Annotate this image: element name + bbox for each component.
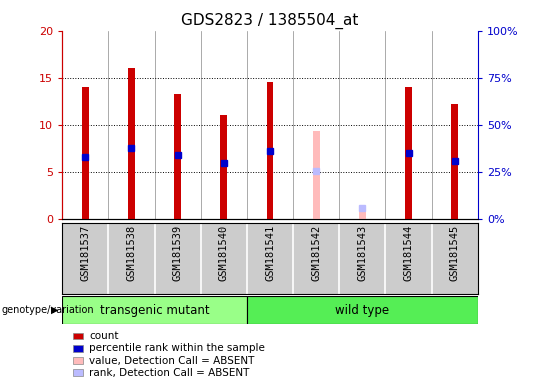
Bar [174, 94, 181, 219]
Text: genotype/variation: genotype/variation [1, 305, 94, 315]
Text: GSM181540: GSM181540 [219, 225, 229, 281]
Text: transgenic mutant: transgenic mutant [100, 304, 210, 316]
Text: wild type: wild type [335, 304, 389, 316]
Bar [313, 131, 320, 219]
Text: GSM181545: GSM181545 [450, 225, 460, 281]
Text: GSM181541: GSM181541 [265, 225, 275, 281]
Text: value, Detection Call = ABSENT: value, Detection Call = ABSENT [89, 356, 254, 366]
Text: ▶: ▶ [51, 305, 58, 315]
Text: count: count [89, 331, 119, 341]
FancyBboxPatch shape [247, 296, 478, 324]
Text: GSM181537: GSM181537 [80, 225, 90, 281]
Bar [267, 83, 273, 219]
Text: percentile rank within the sample: percentile rank within the sample [89, 343, 265, 353]
Bar [82, 87, 89, 219]
Title: GDS2823 / 1385504_at: GDS2823 / 1385504_at [181, 13, 359, 29]
Text: GSM181544: GSM181544 [403, 225, 414, 281]
Bar [220, 115, 227, 219]
FancyBboxPatch shape [62, 296, 247, 324]
Bar [359, 209, 366, 219]
Text: GSM181543: GSM181543 [357, 225, 367, 281]
Text: GSM181542: GSM181542 [311, 225, 321, 281]
Bar [405, 87, 412, 219]
Text: GSM181538: GSM181538 [126, 225, 137, 281]
Bar [451, 104, 458, 219]
Bar [128, 68, 135, 219]
Text: rank, Detection Call = ABSENT: rank, Detection Call = ABSENT [89, 368, 249, 378]
Text: GSM181539: GSM181539 [173, 225, 183, 281]
